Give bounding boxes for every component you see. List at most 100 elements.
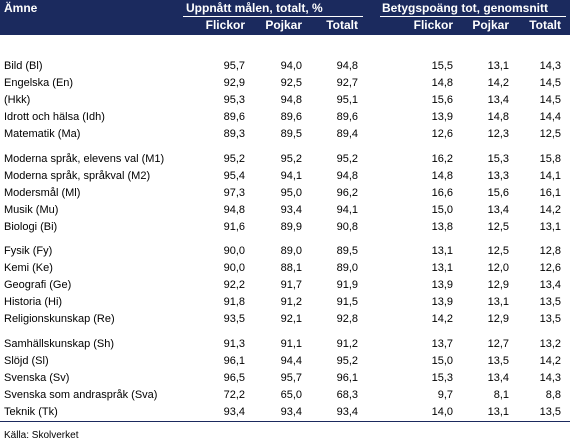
- cell-value: 14,2: [431, 313, 453, 325]
- cell-value: 12,6: [539, 262, 561, 274]
- cell-value: 90,0: [223, 262, 245, 274]
- row-label: Geografi (Ge): [4, 279, 72, 291]
- row-label: Modersmål (Ml): [4, 187, 81, 199]
- cell-value: 14,8: [431, 77, 453, 89]
- cell-value: 14,2: [539, 204, 561, 216]
- cell-value: 13,1: [487, 60, 509, 72]
- cell-value: 95,2: [280, 153, 302, 165]
- header-subject: Ämne: [4, 1, 38, 15]
- cell-value: 91,6: [223, 221, 245, 233]
- cell-value: 9,7: [437, 389, 453, 401]
- cell-value: 92,7: [336, 77, 358, 89]
- cell-value: 13,1: [431, 245, 453, 257]
- cell-value: 16,6: [431, 187, 453, 199]
- cell-value: 89,0: [336, 262, 358, 274]
- cell-value: 14,8: [431, 170, 453, 182]
- cell-value: 95,2: [336, 355, 358, 367]
- cell-value: 91,9: [336, 279, 358, 291]
- source-note: Källa: Skolverket: [4, 430, 79, 441]
- cell-value: 13,9: [431, 279, 453, 291]
- cell-value: 92,8: [336, 313, 358, 325]
- cell-value: 88,1: [280, 262, 302, 274]
- row-label: Biologi (Bi): [4, 221, 58, 233]
- cell-value: 96,1: [336, 372, 358, 384]
- cell-value: 14,3: [539, 60, 561, 72]
- row-label: Moderna språk, språkval (M2): [4, 170, 151, 182]
- cell-value: 15,6: [431, 94, 453, 106]
- row-label: Matematik (Ma): [4, 128, 81, 140]
- row-label: Slöjd (Sl): [4, 355, 49, 367]
- cell-value: 91,1: [280, 338, 302, 350]
- cell-value: 14,4: [539, 111, 561, 123]
- column-header: Totalt: [326, 18, 358, 32]
- cell-value: 15,0: [431, 355, 453, 367]
- cell-value: 91,3: [223, 338, 245, 350]
- cell-value: 93,4: [280, 406, 302, 418]
- cell-value: 92,9: [223, 77, 245, 89]
- row-label: Kemi (Ke): [4, 262, 53, 274]
- cell-value: 8,8: [545, 389, 561, 401]
- cell-value: 89,6: [223, 111, 245, 123]
- cell-value: 14,5: [539, 77, 561, 89]
- cell-value: 89,9: [280, 221, 302, 233]
- cell-value: 92,1: [280, 313, 302, 325]
- cell-value: 13,3: [487, 170, 509, 182]
- cell-value: 92,5: [280, 77, 302, 89]
- cell-value: 12,9: [487, 313, 509, 325]
- group-underline: [183, 16, 363, 17]
- cell-value: 13,5: [539, 406, 561, 418]
- row-label: Musik (Mu): [4, 204, 59, 216]
- row-label: Svenska som andraspråk (Sva): [4, 389, 158, 401]
- cell-value: 91,2: [336, 338, 358, 350]
- column-header: Flickor: [205, 18, 245, 32]
- cell-value: 12,5: [487, 245, 509, 257]
- column-header: Totalt: [529, 18, 561, 32]
- row-label: Samhällskunskap (Sh): [4, 338, 115, 350]
- cell-value: 13,1: [487, 406, 509, 418]
- cell-value: 13,5: [539, 296, 561, 308]
- cell-value: 13,4: [487, 372, 509, 384]
- row-label: (Hkk): [4, 94, 31, 106]
- cell-value: 94,4: [280, 355, 302, 367]
- cell-value: 15,5: [431, 60, 453, 72]
- cell-value: 14,0: [431, 406, 453, 418]
- cell-value: 12,6: [431, 128, 453, 140]
- cell-value: 14,5: [539, 94, 561, 106]
- cell-value: 13,5: [487, 355, 509, 367]
- cell-value: 13,9: [431, 296, 453, 308]
- column-header: Pojkar: [265, 18, 302, 32]
- cell-value: 12,9: [487, 279, 509, 291]
- cell-value: 92,2: [223, 279, 245, 291]
- cell-value: 97,3: [223, 187, 245, 199]
- cell-value: 94,1: [336, 204, 358, 216]
- cell-value: 89,5: [280, 128, 302, 140]
- cell-value: 14,2: [539, 355, 561, 367]
- row-label: Bild (Bl): [4, 60, 43, 72]
- header-group: Uppnått målen, totalt, %: [186, 1, 323, 15]
- row-label: Moderna språk, elevens val (M1): [4, 153, 165, 165]
- cell-value: 15,3: [431, 372, 453, 384]
- cell-value: 12,8: [539, 245, 561, 257]
- cell-value: 13,1: [487, 296, 509, 308]
- cell-value: 8,1: [493, 389, 509, 401]
- cell-value: 12,5: [539, 128, 561, 140]
- row-label: Engelska (En): [4, 77, 74, 89]
- cell-value: 93,4: [280, 204, 302, 216]
- cell-value: 89,0: [280, 245, 302, 257]
- cell-value: 65,0: [280, 389, 302, 401]
- cell-value: 94,8: [336, 60, 358, 72]
- row-label: Teknik (Tk): [4, 406, 58, 418]
- cell-value: 13,1: [431, 262, 453, 274]
- cell-value: 91,5: [336, 296, 358, 308]
- cell-value: 95,1: [336, 94, 358, 106]
- cell-value: 13,4: [539, 279, 561, 291]
- cell-value: 13,1: [539, 221, 561, 233]
- cell-value: 95,0: [280, 187, 302, 199]
- cell-value: 14,2: [487, 77, 509, 89]
- cell-value: 96,2: [336, 187, 358, 199]
- cell-value: 95,7: [223, 60, 245, 72]
- cell-value: 91,2: [280, 296, 302, 308]
- row-label: Svenska (Sv): [4, 372, 70, 384]
- cell-value: 15,3: [487, 153, 509, 165]
